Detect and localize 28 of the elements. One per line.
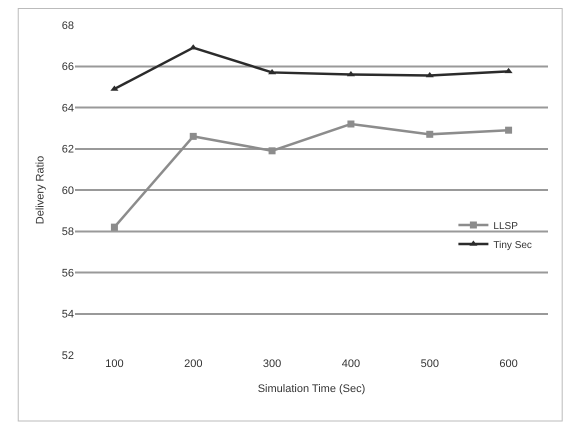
x-tick-label: 600 xyxy=(499,358,518,370)
y-tick-label: 58 xyxy=(62,226,74,238)
y-tick-label: 56 xyxy=(62,267,74,280)
x-tick-label: 500 xyxy=(420,358,439,370)
x-tick-label: 300 xyxy=(262,358,282,370)
point xyxy=(110,224,118,231)
point xyxy=(190,132,197,140)
legend-label: LLSP xyxy=(493,220,518,232)
point xyxy=(268,147,276,154)
point xyxy=(110,85,118,91)
y-tick-label: 66 xyxy=(62,61,74,74)
y-axis-title: Delivery Ratio xyxy=(34,156,46,224)
y-tick-label: 68 xyxy=(62,20,74,32)
point xyxy=(426,130,434,138)
y-tick-label: 62 xyxy=(62,144,74,156)
x-tick-label: 200 xyxy=(184,358,202,370)
point xyxy=(347,120,354,128)
y-tick-label: 52 xyxy=(62,350,74,362)
x-axis-title: Simulation Time (Sec) xyxy=(258,383,366,396)
x-tick-label: 400 xyxy=(342,358,360,370)
legend-label: Tiny Sec xyxy=(493,240,532,251)
y-tick-label: 64 xyxy=(62,102,74,114)
point xyxy=(504,68,513,74)
point xyxy=(268,68,276,74)
point xyxy=(505,126,512,134)
x-tick-label: 100 xyxy=(105,358,124,370)
y-tick-label: 54 xyxy=(62,308,74,321)
y-tick-label: 60 xyxy=(62,184,74,197)
